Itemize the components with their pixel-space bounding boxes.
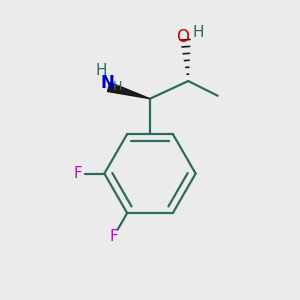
Text: H: H [193, 25, 204, 40]
Text: N: N [100, 74, 114, 92]
Polygon shape [107, 82, 150, 99]
Text: F: F [110, 229, 118, 244]
Text: H: H [113, 80, 122, 92]
Text: O: O [176, 28, 189, 46]
Text: H: H [96, 63, 107, 78]
Text: F: F [74, 166, 82, 181]
